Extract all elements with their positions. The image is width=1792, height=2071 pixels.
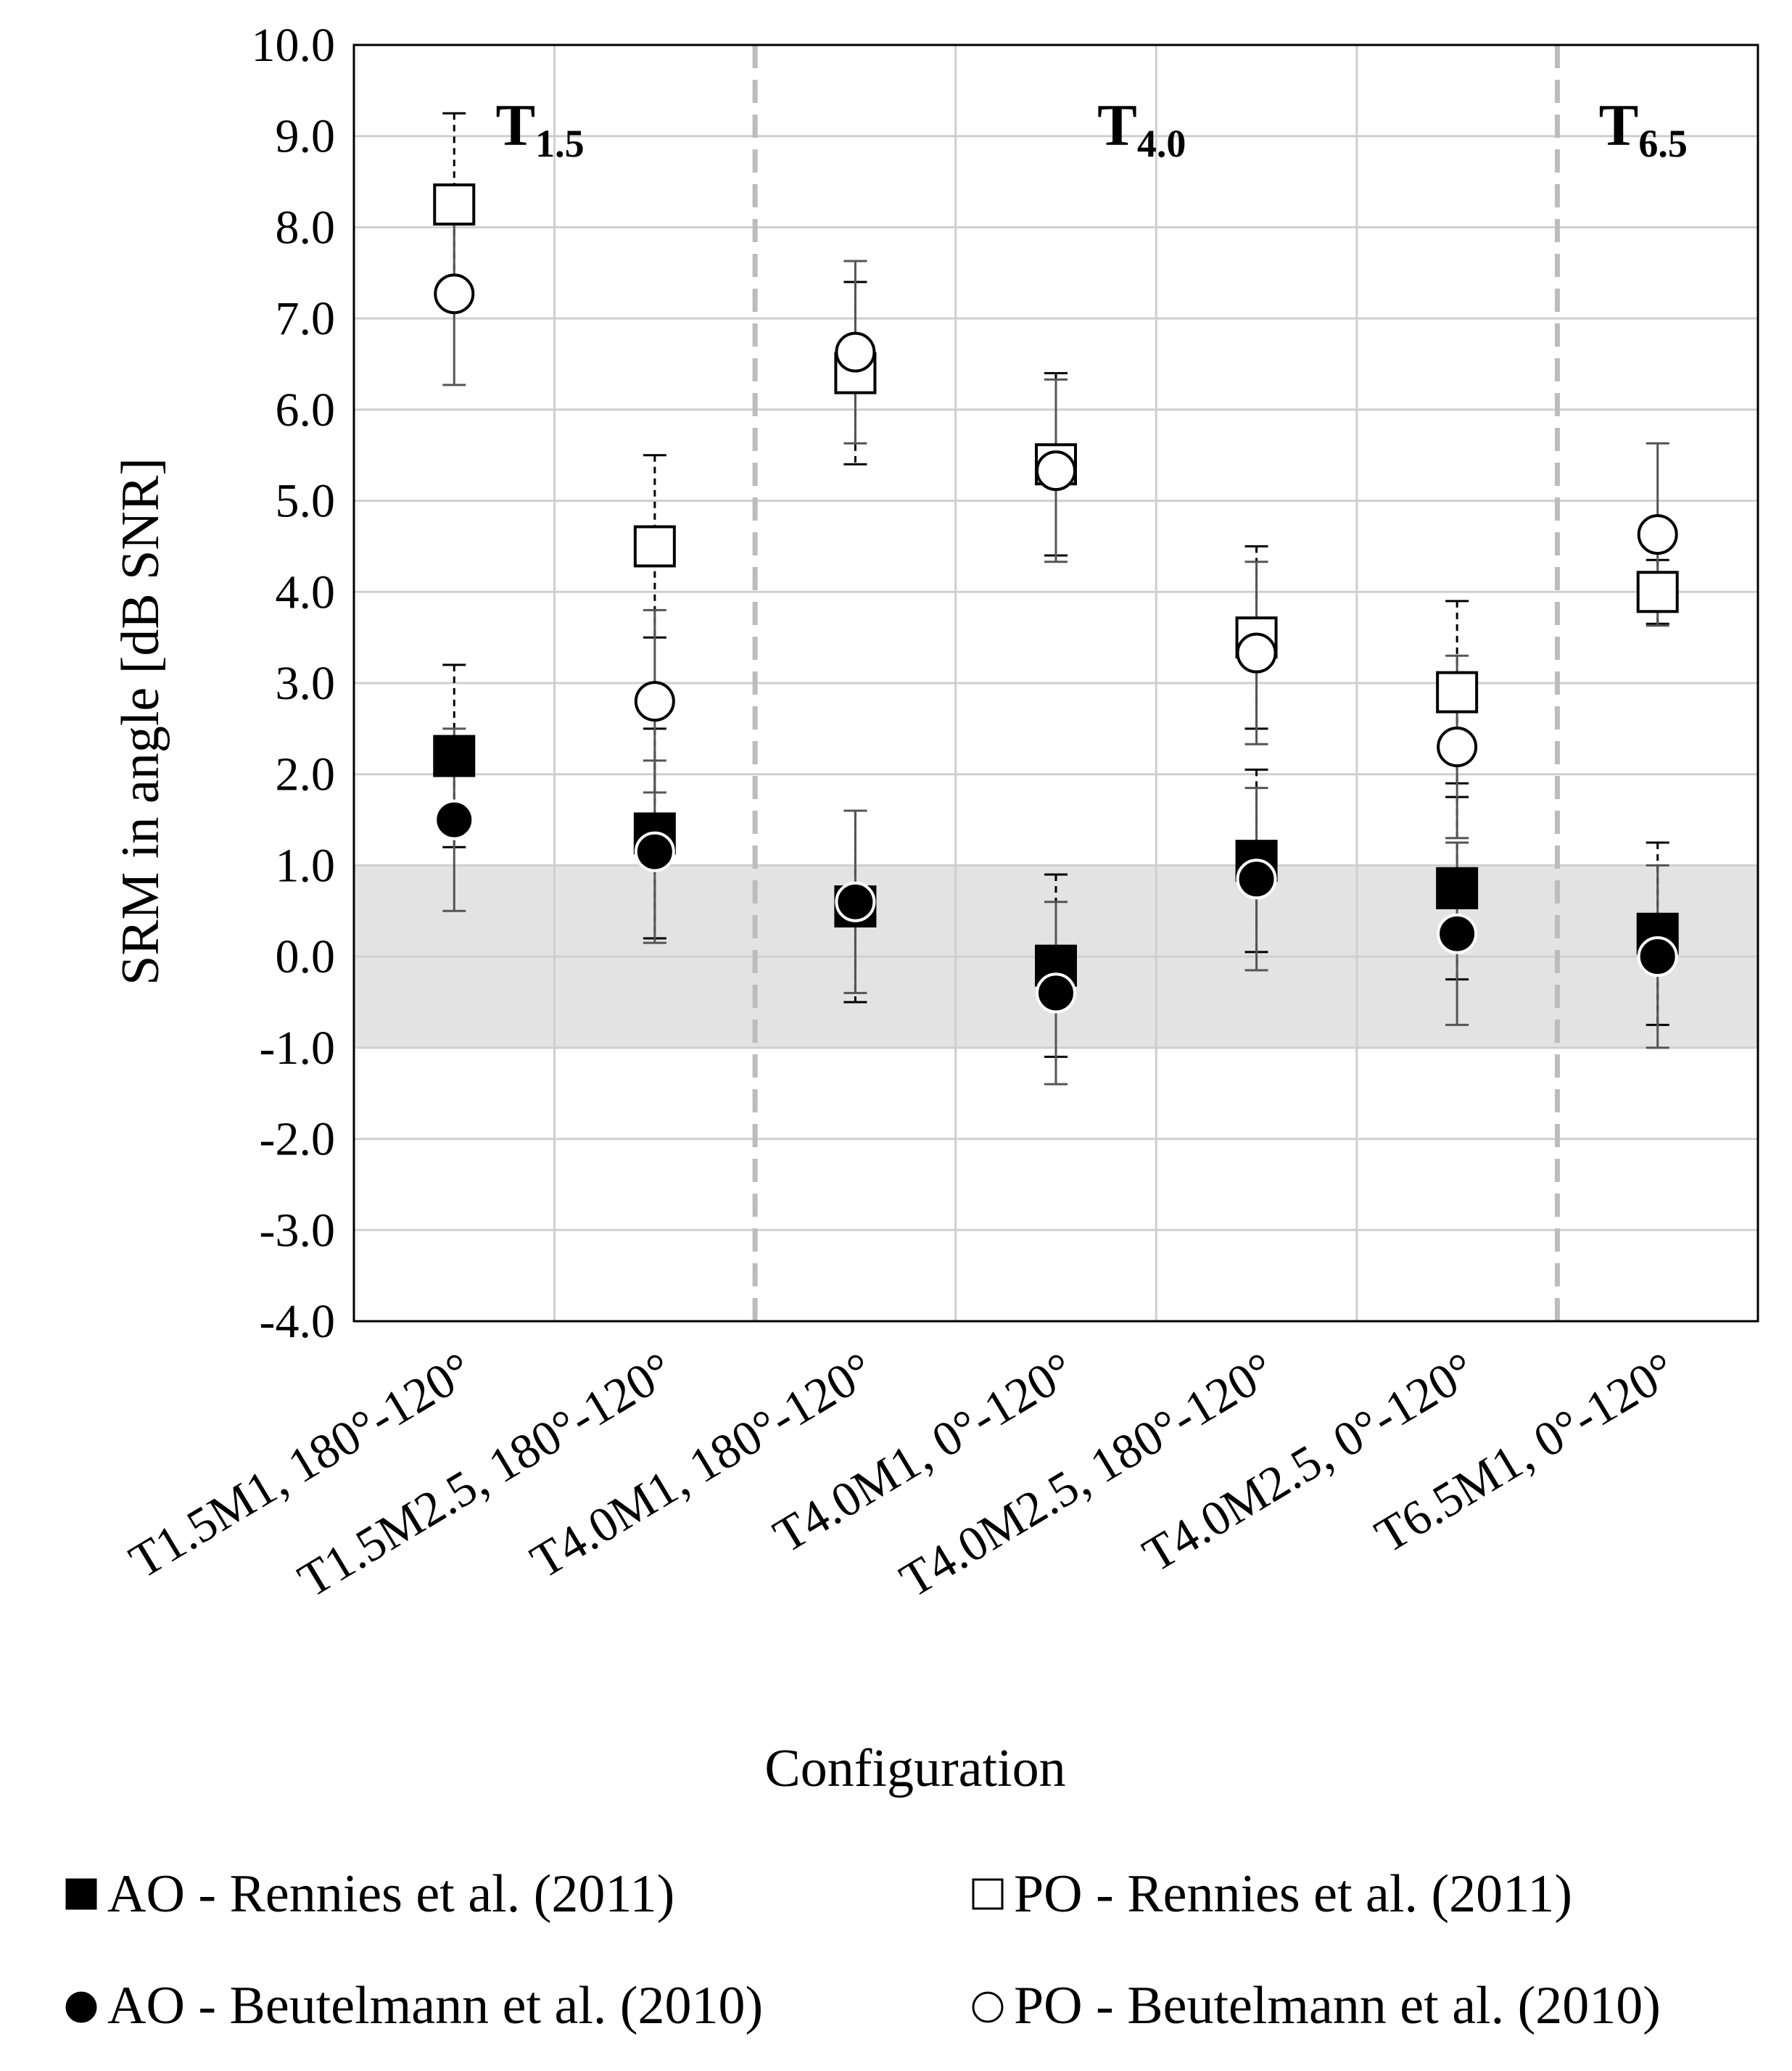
legend-label: AO - Beutelmann et al. (2010) bbox=[107, 1976, 763, 2035]
marker-ao-beutelmann-et-al-2010 bbox=[1637, 936, 1678, 977]
group-label: T1.5 bbox=[495, 92, 584, 165]
x-category-label: T4.0M1, 180°-120° bbox=[521, 1342, 883, 1589]
marker-ao-beutelmann-et-al-2010 bbox=[634, 831, 675, 872]
y-tick-label: 6.0 bbox=[276, 384, 336, 437]
plot-frame bbox=[352, 44, 1759, 1323]
marker-ao-beutelmann-et-al-2010 bbox=[835, 881, 876, 922]
x-axis-title: Configuration bbox=[764, 1739, 1065, 1798]
marker-po-beutelmann-et-al-2010 bbox=[634, 681, 675, 722]
legend-label: AO - Rennies et al. (2011) bbox=[107, 1864, 674, 1924]
marker-ao-beutelmann-et-al-2010 bbox=[1236, 859, 1277, 900]
marker-po-beutelmann-et-al-2010 bbox=[1437, 727, 1478, 767]
marker-ao-rennies-et-al-2011 bbox=[433, 735, 476, 777]
legend-label: PO - Beutelmann et al. (2010) bbox=[1014, 1976, 1661, 2035]
y-tick-label: 5.0 bbox=[276, 475, 336, 528]
legend: AO - Rennies et al. (2011) PO - Rennies e… bbox=[65, 1864, 1661, 2035]
y-tick-label: -3.0 bbox=[260, 1204, 335, 1257]
marker-po-rennies-et-al-2011 bbox=[1636, 571, 1679, 613]
marker-ao-beutelmann-et-al-2010 bbox=[1437, 913, 1478, 954]
marker-po-rennies-et-al-2011 bbox=[1436, 671, 1479, 714]
y-tick-label: 2.0 bbox=[276, 748, 336, 801]
x-category-label: T4.0M2.5, 180°-120° bbox=[891, 1342, 1284, 1608]
y-axis-title: SRM in angle [dB SNR] bbox=[111, 458, 170, 985]
x-category-label: T4.0M2.5, 0°-120° bbox=[1134, 1342, 1485, 1582]
x-tick-labels: T1.5M1, 180°-120°T1.5M2.5, 180°-120°T4.0… bbox=[120, 1342, 1685, 1608]
group-label: T6.5 bbox=[1599, 92, 1688, 165]
y-tick-label: -2.0 bbox=[260, 1113, 335, 1166]
marker-layer bbox=[433, 183, 1679, 1014]
y-tick-label: 8.0 bbox=[276, 201, 336, 254]
marker-po-beutelmann-et-al-2010 bbox=[434, 273, 475, 315]
legend-swatch bbox=[65, 1991, 97, 2023]
marker-po-beutelmann-et-al-2010 bbox=[1637, 514, 1678, 555]
group-divider-layer bbox=[752, 45, 1560, 1321]
y-tick-label: 4.0 bbox=[276, 566, 336, 619]
marker-po-beutelmann-et-al-2010 bbox=[1036, 450, 1076, 492]
group-label: T4.0 bbox=[1097, 92, 1186, 165]
grid-layer bbox=[354, 45, 1758, 1321]
marker-po-beutelmann-et-al-2010 bbox=[835, 331, 876, 373]
x-category-label: T1.5M1, 180°-120° bbox=[120, 1342, 482, 1589]
marker-po-beutelmann-et-al-2010 bbox=[1236, 632, 1277, 674]
y-tick-label: 7.0 bbox=[276, 292, 336, 345]
y-tick-label: 1.0 bbox=[276, 839, 336, 892]
group-label-layer: T1.5 T4.0 T6.5 bbox=[495, 92, 1687, 165]
y-tick-labels: -4.0 -3.0 -2.0 -1.0 0.0 1.0 2.0 3.0 4.0 5.0 6.0 7.0… bbox=[252, 19, 336, 1348]
legend-swatch bbox=[972, 1991, 1004, 2023]
x-category-label: T1.5M2.5, 180°-120° bbox=[289, 1342, 682, 1608]
legend-swatch bbox=[65, 1878, 97, 1910]
y-tick-label: 9.0 bbox=[276, 110, 336, 163]
legend-label: PO - Rennies et al. (2011) bbox=[1014, 1864, 1572, 1924]
marker-ao-beutelmann-et-al-2010 bbox=[434, 799, 475, 840]
y-tick-label: 10.0 bbox=[252, 19, 336, 72]
marker-po-rennies-et-al-2011 bbox=[633, 525, 676, 568]
marker-po-rennies-et-al-2011 bbox=[433, 183, 476, 226]
y-tick-label: -1.0 bbox=[260, 1022, 335, 1075]
y-tick-label: -4.0 bbox=[260, 1295, 335, 1348]
legend-swatch bbox=[972, 1878, 1004, 1910]
marker-ao-beutelmann-et-al-2010 bbox=[1036, 972, 1076, 1014]
marker-ao-rennies-et-al-2011 bbox=[1436, 867, 1479, 909]
y-tick-label: 0.0 bbox=[276, 930, 336, 983]
y-tick-label: 3.0 bbox=[276, 657, 336, 710]
